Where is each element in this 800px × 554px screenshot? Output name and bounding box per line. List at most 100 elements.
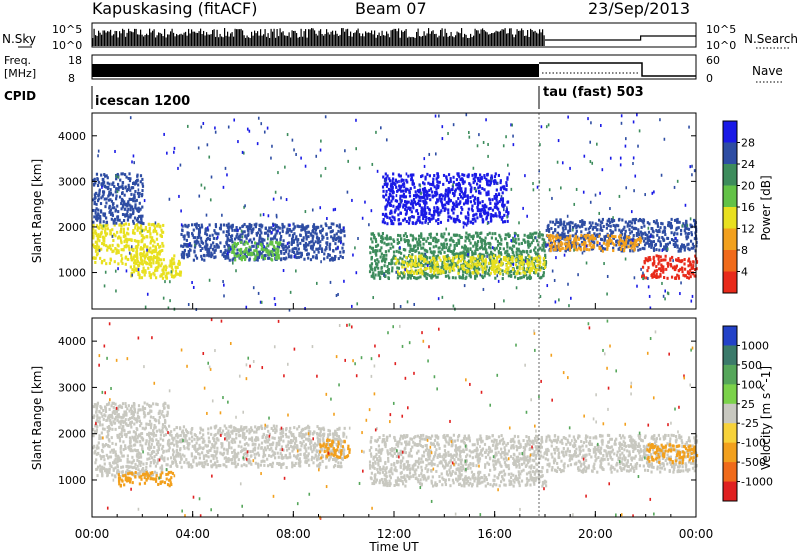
range-cell <box>440 201 443 205</box>
range-cell <box>405 178 408 182</box>
range-cell <box>583 246 586 250</box>
range-cell <box>97 234 100 238</box>
range-cell <box>491 259 494 263</box>
range-cell <box>321 234 324 238</box>
noise-bar <box>195 32 197 46</box>
range-cell <box>634 217 638 221</box>
range-cell <box>619 163 622 167</box>
range-cell <box>476 231 479 235</box>
range-cell <box>489 258 492 262</box>
range-cell <box>432 236 435 240</box>
range-cell <box>325 233 328 237</box>
noise-bar <box>279 28 281 46</box>
range-cell <box>232 261 234 265</box>
range-cell <box>159 274 162 278</box>
range-cell <box>464 194 467 198</box>
range-cell <box>618 228 621 232</box>
range-cell <box>103 174 107 178</box>
range-cell <box>255 231 258 235</box>
range-cell <box>664 254 667 258</box>
range-cell <box>177 262 180 266</box>
range-cell <box>334 207 337 211</box>
range-cell <box>408 206 411 210</box>
range-cell <box>213 249 216 253</box>
range-cell <box>462 225 465 229</box>
range-cell <box>96 199 100 203</box>
noise-bar <box>317 35 319 46</box>
range-cell <box>624 229 627 233</box>
range-cell <box>135 268 138 272</box>
range-cell <box>574 223 577 227</box>
range-cell <box>439 271 442 275</box>
noise-bar <box>149 28 151 46</box>
range-cell <box>515 253 519 257</box>
range-cell <box>576 248 579 252</box>
range-cell <box>170 259 173 263</box>
range-cell <box>528 235 532 239</box>
range-cell <box>511 248 514 252</box>
range-cell <box>687 227 691 231</box>
range-cell <box>525 261 528 265</box>
range-cell <box>100 247 103 251</box>
range-cell <box>187 231 190 235</box>
range-cell <box>451 201 455 205</box>
range-cell <box>320 247 323 251</box>
range-cell <box>449 177 452 181</box>
range-cell <box>662 258 665 262</box>
range-cell <box>620 114 623 118</box>
range-cell <box>133 216 137 220</box>
range-cell <box>181 224 184 228</box>
range-cell <box>233 251 236 255</box>
range-cell <box>335 232 338 236</box>
range-cell <box>636 113 638 117</box>
range-cell <box>569 227 572 231</box>
noise-bar <box>228 36 230 46</box>
range-cell <box>518 221 520 225</box>
range-cell <box>259 229 262 233</box>
range-cell <box>268 226 271 230</box>
range-cell <box>155 237 159 241</box>
range-cell <box>596 233 599 237</box>
range-cell <box>315 232 318 236</box>
range-cell <box>325 241 328 245</box>
range-cell <box>144 255 147 259</box>
range-cell <box>166 151 168 155</box>
range-cell <box>595 228 599 232</box>
range-cell <box>244 234 247 238</box>
range-cell <box>681 244 684 248</box>
range-cell <box>491 232 494 236</box>
range-cell <box>257 231 260 235</box>
range-cell <box>412 194 416 198</box>
range-cell <box>308 241 311 245</box>
range-cell <box>544 241 547 245</box>
range-cell <box>590 247 593 251</box>
range-cell <box>481 267 485 271</box>
range-cell <box>589 140 592 144</box>
range-cell <box>280 196 282 200</box>
range-cell <box>282 248 285 252</box>
range-cell <box>542 256 546 260</box>
range-cell <box>481 255 484 259</box>
range-cell <box>625 238 628 242</box>
range-cell <box>330 222 333 226</box>
range-cell <box>681 267 684 271</box>
range-cell <box>332 238 335 242</box>
range-cell <box>488 197 491 201</box>
range-cell <box>441 260 444 264</box>
range-cell <box>487 190 490 194</box>
range-cell <box>96 248 99 252</box>
range-cell <box>461 267 464 271</box>
range-cell <box>408 250 411 254</box>
range-cell <box>551 243 554 247</box>
range-cell <box>207 247 211 251</box>
range-cell <box>555 220 558 224</box>
range-cell <box>152 255 155 259</box>
range-cell <box>438 180 441 184</box>
range-cell <box>659 267 662 271</box>
range-cell <box>200 125 203 129</box>
range-cell <box>558 234 561 238</box>
noise-bar <box>428 28 430 46</box>
range-cell <box>122 231 125 235</box>
range-cell <box>109 188 112 192</box>
range-cell <box>676 179 679 183</box>
